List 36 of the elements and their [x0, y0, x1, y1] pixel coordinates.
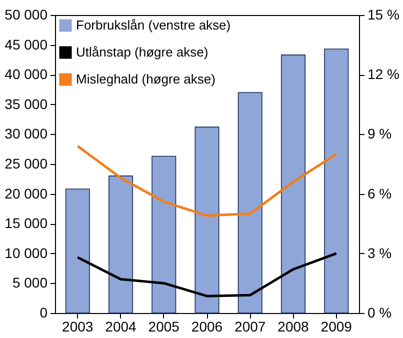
y-tick-label: 40 000: [4, 66, 48, 82]
legend-label: Forbrukslån (venstre akse): [76, 18, 231, 32]
y2-tick-label: 15 %: [368, 6, 400, 22]
y2-tick-label: 0 %: [368, 304, 392, 320]
y-tick-label: 30 000: [4, 126, 48, 142]
y2-tick-label: 6 %: [368, 185, 392, 202]
legend-label: Utlånstap (høgre akse): [76, 44, 208, 60]
bar: [324, 48, 349, 314]
line-series: [76, 252, 338, 298]
x-tick-label: 2003: [62, 318, 94, 334]
x-tick-label: 2009: [320, 318, 352, 334]
x-tick-label: 2004: [105, 318, 137, 334]
y-tick-label: 20 000: [4, 185, 48, 202]
x-tick-label: 2007: [234, 318, 266, 334]
bar: [238, 92, 262, 314]
y2-tick-label: 9 %: [368, 126, 392, 142]
y-tick-label: 5 000: [12, 274, 48, 291]
x-tick-label: 2005: [148, 318, 180, 334]
y2-tick-label: 3 %: [368, 244, 392, 261]
y-tick-label: 0: [40, 304, 48, 320]
bar: [280, 54, 306, 314]
y-tick-label: 35 000: [4, 96, 48, 112]
line-series: [76, 144, 338, 217]
bar: [194, 126, 220, 314]
y-tick-label: 50 000: [4, 6, 48, 22]
y2-tick-label: 12 %: [368, 66, 400, 82]
bar: [152, 156, 176, 314]
bar: [108, 176, 134, 314]
x-tick-label: 2006: [191, 318, 223, 334]
y-tick-label: 15 000: [4, 215, 48, 232]
legend-label: Misleghald (høgre akse): [76, 72, 216, 86]
y-tick-label: 10 000: [4, 244, 48, 261]
y-tick-label: 45 000: [4, 36, 48, 52]
bar: [65, 188, 90, 314]
y-tick-label: 25 000: [4, 156, 48, 172]
x-tick-label: 2008: [278, 318, 310, 334]
